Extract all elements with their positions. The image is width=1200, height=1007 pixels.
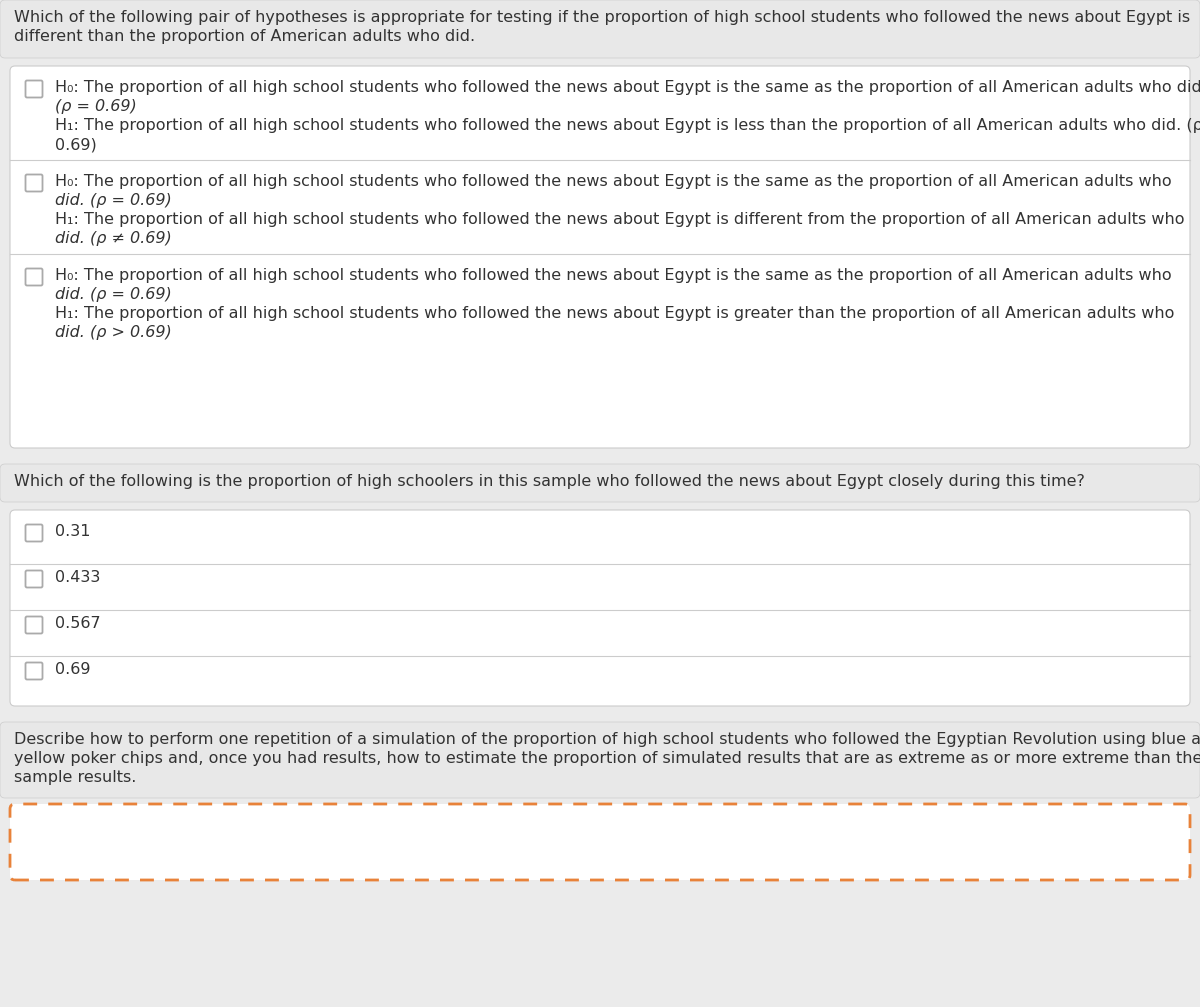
Text: 0.69: 0.69 [55,662,90,677]
Text: 0.69): 0.69) [55,137,97,152]
Text: Which of the following pair of hypotheses is appropriate for testing if the prop: Which of the following pair of hypothese… [14,10,1190,25]
Text: different than the proportion of American adults who did.: different than the proportion of America… [14,29,475,44]
Text: did. (ρ = 0.69): did. (ρ = 0.69) [55,193,172,208]
FancyBboxPatch shape [25,616,42,633]
Text: H₀: The proportion of all high school students who followed the news about Egypt: H₀: The proportion of all high school st… [55,80,1200,95]
Text: sample results.: sample results. [14,770,137,785]
FancyBboxPatch shape [0,722,1200,798]
Text: Describe how to perform one repetition of a simulation of the proportion of high: Describe how to perform one repetition o… [14,732,1200,747]
FancyBboxPatch shape [10,66,1190,448]
Text: Which of the following is the proportion of high schoolers in this sample who fo: Which of the following is the proportion… [14,474,1085,489]
Text: H₁: The proportion of all high school students who followed the news about Egypt: H₁: The proportion of all high school st… [55,306,1175,321]
FancyBboxPatch shape [25,81,42,98]
FancyBboxPatch shape [10,510,1190,706]
Text: yellow poker chips and, once you had results, how to estimate the proportion of : yellow poker chips and, once you had res… [14,751,1200,766]
FancyBboxPatch shape [0,0,1200,58]
FancyBboxPatch shape [25,269,42,286]
Text: H₀: The proportion of all high school students who followed the news about Egypt: H₀: The proportion of all high school st… [55,174,1171,189]
Text: 0.31: 0.31 [55,524,90,539]
FancyBboxPatch shape [25,663,42,680]
FancyBboxPatch shape [25,174,42,191]
Text: H₀: The proportion of all high school students who followed the news about Egypt: H₀: The proportion of all high school st… [55,268,1171,283]
FancyBboxPatch shape [25,525,42,542]
Text: (ρ = 0.69): (ρ = 0.69) [55,99,137,114]
Text: 0.567: 0.567 [55,616,101,631]
FancyBboxPatch shape [25,571,42,587]
FancyBboxPatch shape [0,464,1200,502]
Text: did. (ρ = 0.69): did. (ρ = 0.69) [55,287,172,302]
Text: H₁: The proportion of all high school students who followed the news about Egypt: H₁: The proportion of all high school st… [55,212,1184,227]
FancyBboxPatch shape [10,804,1190,880]
Text: H₁: The proportion of all high school students who followed the news about Egypt: H₁: The proportion of all high school st… [55,118,1200,133]
Text: did. (ρ ≠ 0.69): did. (ρ ≠ 0.69) [55,231,172,246]
Text: did. (ρ > 0.69): did. (ρ > 0.69) [55,325,172,340]
Text: 0.433: 0.433 [55,570,101,585]
